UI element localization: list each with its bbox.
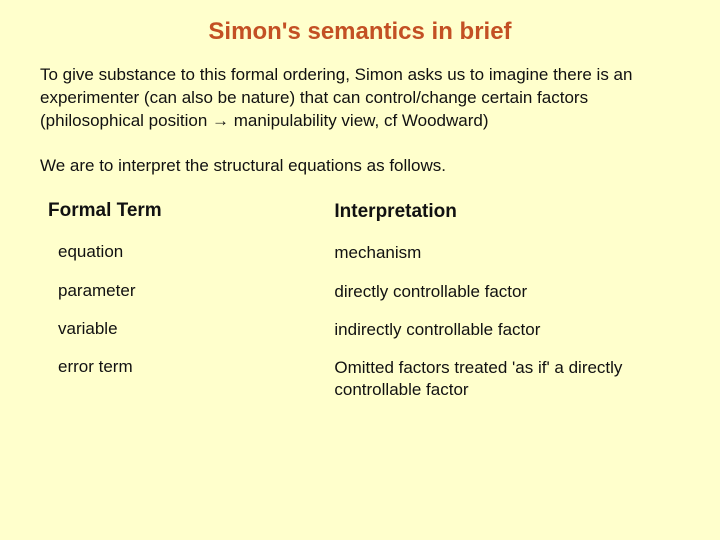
- table-row: equation mechanism: [40, 242, 680, 264]
- table-header-row: Formal Term Interpretation: [40, 200, 680, 225]
- table-row: error term Omitted factors treated 'as i…: [40, 357, 680, 401]
- cell-term: equation: [40, 242, 334, 264]
- column-header-interpretation: Interpretation: [334, 200, 680, 225]
- cell-interpretation: indirectly controllable factor: [334, 319, 680, 341]
- slide-title: Simon's semantics in brief: [40, 18, 680, 46]
- table-row: parameter directly controllable factor: [40, 281, 680, 303]
- table-row: variable indirectly controllable factor: [40, 319, 680, 341]
- cell-term: parameter: [40, 281, 334, 303]
- cell-term: variable: [40, 319, 334, 341]
- interpretation-table: Formal Term Interpretation equation mech…: [40, 200, 680, 401]
- column-header-formal-term: Formal Term: [40, 200, 334, 225]
- paragraph-2: We are to interpret the structural equat…: [40, 155, 680, 178]
- cell-interpretation: Omitted factors treated 'as if' a direct…: [334, 357, 680, 401]
- cell-interpretation: directly controllable factor: [334, 281, 680, 303]
- paragraph-1: To give substance to this formal orderin…: [40, 64, 680, 133]
- cell-term: error term: [40, 357, 334, 401]
- cell-interpretation: mechanism: [334, 242, 680, 264]
